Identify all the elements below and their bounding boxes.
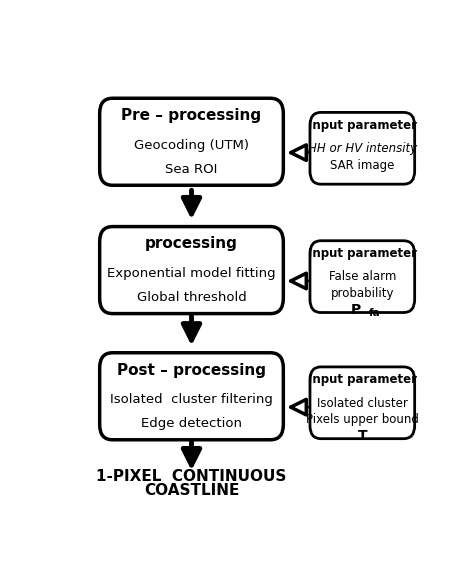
Text: HH or HV intensity: HH or HV intensity [308,142,417,155]
Text: Input parameter: Input parameter [308,119,417,132]
Text: 1-PIXEL  CONTINUOUS: 1-PIXEL CONTINUOUS [96,470,287,484]
Text: Isolated  cluster filtering: Isolated cluster filtering [110,393,273,406]
Text: P: P [351,303,361,317]
Text: Isolated cluster: Isolated cluster [317,397,408,410]
FancyBboxPatch shape [100,353,283,440]
FancyBboxPatch shape [310,112,415,184]
Text: Geocoding (UTM): Geocoding (UTM) [134,139,249,152]
FancyBboxPatch shape [100,98,283,185]
Text: Global threshold: Global threshold [137,291,246,304]
FancyBboxPatch shape [310,241,415,312]
Text: SAR image: SAR image [330,159,394,172]
Text: Exponential model fitting: Exponential model fitting [107,267,276,280]
Text: probability: probability [330,287,394,300]
Text: Input parameter: Input parameter [308,373,417,386]
FancyBboxPatch shape [100,227,283,314]
Text: Edge detection: Edge detection [141,417,242,430]
Text: Pre – processing: Pre – processing [121,108,262,123]
FancyBboxPatch shape [310,367,415,438]
Text: processing: processing [145,237,238,251]
Text: Post – processing: Post – processing [117,363,266,377]
Text: T: T [357,429,367,443]
Text: Pixels upper bound: Pixels upper bound [306,413,419,426]
Text: COASTLINE: COASTLINE [144,483,239,498]
Text: fa: fa [369,308,381,319]
Text: False alarm: False alarm [328,270,396,283]
Text: Sea ROI: Sea ROI [165,163,218,176]
Text: Input parameter: Input parameter [308,247,417,260]
